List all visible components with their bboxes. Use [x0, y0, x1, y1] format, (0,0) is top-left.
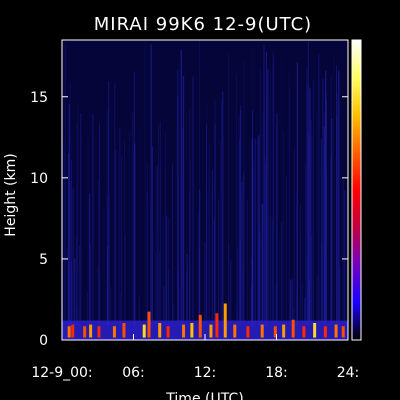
echo-cell: [142, 324, 146, 338]
y-axis-label: Height (km): [3, 153, 19, 236]
echo-cell: [182, 324, 186, 338]
echo-cell: [233, 324, 237, 338]
echo-cell: [89, 324, 93, 338]
echo-cell: [83, 326, 87, 338]
y-axis: 0 5 10 15: [30, 90, 348, 349]
echo-cell: [215, 313, 219, 338]
echo-cell: [291, 319, 295, 338]
echo-cell: [302, 326, 306, 338]
x-tick-label: 24:: [337, 365, 360, 381]
echo-cell: [112, 326, 116, 338]
echo-cell: [97, 326, 101, 338]
y-tick-label: 0: [39, 333, 48, 349]
echo-cell: [158, 322, 162, 338]
echo-cell: [260, 324, 264, 338]
echo-cell: [209, 324, 213, 338]
x-tick-label: 12-9_00:: [31, 365, 92, 381]
echo-cell: [341, 326, 345, 338]
echo-cell: [223, 303, 227, 338]
x-tick-label: 12:: [194, 365, 217, 381]
y-tick-label: 10: [30, 171, 48, 187]
echo-cell: [71, 324, 75, 338]
echo-cell: [282, 324, 286, 338]
echo-cell: [334, 324, 338, 338]
x-axis: 12-9_00: 06: 12: 18: 24:: [31, 334, 359, 381]
echo-cell: [147, 311, 151, 338]
echo-cell: [273, 326, 277, 338]
echo-cell: [67, 326, 71, 338]
x-tick-label: 18:: [265, 365, 288, 381]
echo-streaks: [62, 41, 346, 326]
plot-area: [62, 40, 348, 340]
colorbar: [351, 39, 362, 341]
echo-cell: [323, 326, 327, 338]
x-axis-label: Time (UTC): [165, 391, 243, 400]
echo-cell: [313, 322, 317, 338]
chart-title: MIRAI 99K6 12-9(UTC): [94, 14, 312, 35]
echo-cell: [190, 322, 194, 338]
x-tick-label: 06:: [122, 365, 145, 381]
echo-cell: [166, 326, 170, 338]
echo-cell: [198, 314, 202, 338]
echo-cell: [246, 326, 250, 338]
y-tick-label: 15: [30, 90, 48, 106]
echo-cell: [122, 322, 126, 338]
y-tick-label: 5: [39, 252, 48, 268]
